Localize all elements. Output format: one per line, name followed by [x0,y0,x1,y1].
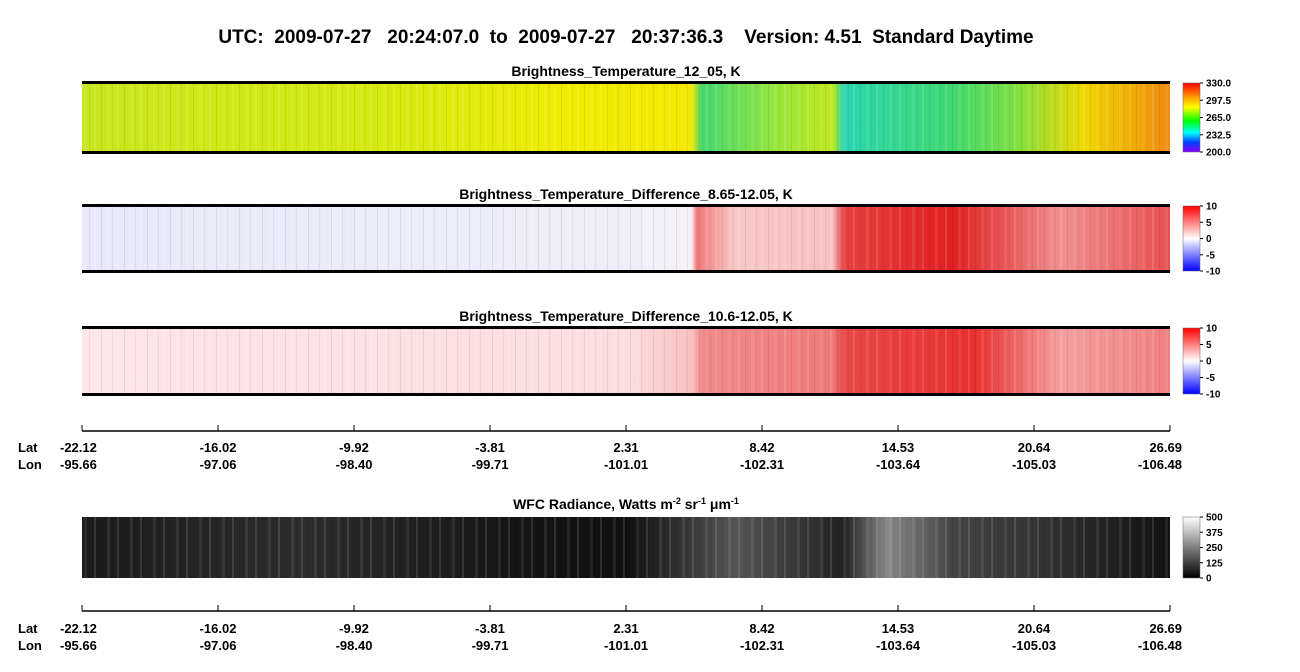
lon-value: -97.06 [200,638,237,653]
lat-value: -9.92 [339,621,369,636]
lat-value: 20.64 [1018,621,1051,636]
colorbar-label: 250 [1206,543,1223,554]
strip-border-top [82,326,1170,329]
strip-texture [82,206,1170,271]
panel-title: Brightness_Temperature_12_05, K [511,63,740,79]
lon-value: -98.40 [336,638,373,653]
strip-border-bottom [82,393,1170,396]
lon-value: -95.66 [60,638,97,653]
colorbar-label: 125 [1206,558,1223,569]
lon-value: -105.03 [1012,638,1056,653]
colorbar-label: 5 [1206,218,1212,229]
colorbar-label: 200.0 [1206,148,1231,159]
lat-value: 14.53 [882,621,915,636]
lat-value: 2.31 [613,440,638,455]
lon-value: -99.71 [472,457,509,472]
lon-value: -99.71 [472,638,509,653]
lat-value: 8.42 [749,440,774,455]
strip-texture [82,83,1170,152]
lat-value: -9.92 [339,440,369,455]
lon-value: -106.48 [1138,457,1182,472]
colorbar-label: 375 [1206,528,1223,539]
lat-value: 8.42 [749,621,774,636]
lat-value: -22.12 [60,621,97,636]
colorbar-label: 232.5 [1206,130,1231,141]
lon-value: -102.31 [740,638,784,653]
lon-value: -97.06 [200,457,237,472]
strip-border-top [82,81,1170,84]
panel-title: Brightness_Temperature_Difference_10.6-1… [459,308,793,324]
strip-texture [82,517,1170,578]
title-part: -1 [698,496,706,506]
lon-value: -103.64 [876,457,921,472]
colorbar-label: 10 [1206,324,1218,335]
colorbar-label: -10 [1206,390,1221,401]
strip-border-bottom [82,270,1170,273]
colorbar-label: 265.0 [1206,113,1231,124]
lon-value: -103.64 [876,638,921,653]
lon-value: -101.01 [604,638,648,653]
colorbar-label: 5 [1206,340,1212,351]
lat-value: -22.12 [60,440,97,455]
lat-value: -3.81 [475,440,505,455]
lon-value: -106.48 [1138,638,1182,653]
page-title: UTC: 2009-07-27 20:24:07.0 to 2009-07-27… [218,27,1033,48]
lon-value: -95.66 [60,457,97,472]
colorbar-label: 500 [1206,513,1223,524]
colorbar [1182,205,1201,272]
lat-value: -3.81 [475,621,505,636]
colorbar-label: -5 [1206,373,1215,384]
strip-texture [82,328,1170,394]
colorbar [1182,516,1201,579]
lat-value: -16.02 [200,440,237,455]
colorbar-label: 10 [1206,202,1218,213]
panel-title: Brightness_Temperature_Difference_8.65-1… [459,186,793,202]
title-part: -2 [673,496,681,506]
lat-value: 26.69 [1149,621,1182,636]
lat-value: 20.64 [1018,440,1051,455]
strip-border-bottom [82,151,1170,154]
lon-label: Lon [18,638,42,653]
title-part: -1 [731,496,739,506]
title-part: sr [681,496,699,512]
lon-value: -98.40 [336,457,373,472]
lon-value: -102.31 [740,457,784,472]
colorbar-label: 0 [1206,234,1212,245]
colorbar-label: 330.0 [1206,79,1231,90]
wfc-title: WFC Radiance, Watts m-2 sr-1 μm-1 [513,496,739,512]
lat-value: 14.53 [882,440,915,455]
lat-value: -16.02 [200,621,237,636]
title-part: μm [706,496,731,512]
title-part: WFC Radiance, Watts m [513,496,673,512]
colorbar-label: -10 [1206,267,1221,278]
lat-label: Lat [18,440,38,455]
colorbar [1182,327,1201,395]
colorbar-label: 0 [1206,574,1212,585]
lat-label: Lat [18,621,38,636]
lat-value: 2.31 [613,621,638,636]
lon-value: -105.03 [1012,457,1056,472]
colorbar [1182,82,1201,153]
colorbar-label: 297.5 [1206,96,1231,107]
colorbar-label: 0 [1206,357,1212,368]
lon-value: -101.01 [604,457,648,472]
strip-border-top [82,204,1170,207]
lon-label: Lon [18,457,42,472]
colorbar-label: -5 [1206,250,1215,261]
lat-value: 26.69 [1149,440,1182,455]
